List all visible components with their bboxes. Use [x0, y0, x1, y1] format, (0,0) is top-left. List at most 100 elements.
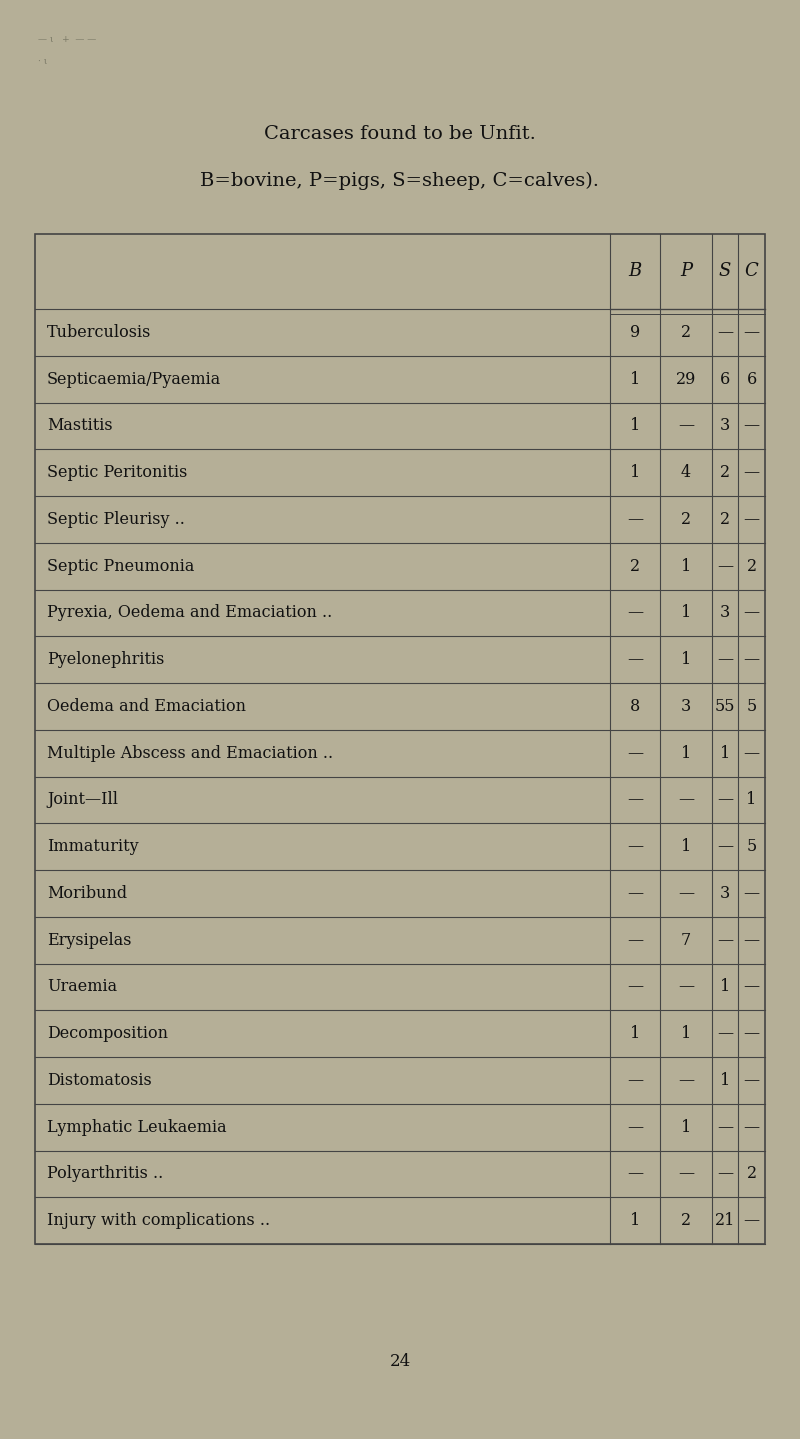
Text: —: —: [743, 744, 759, 761]
Text: 1: 1: [720, 744, 730, 761]
Text: —: —: [743, 511, 759, 528]
Text: —: —: [743, 465, 759, 481]
Text: 1: 1: [746, 791, 757, 809]
Text: Immaturity: Immaturity: [47, 837, 138, 855]
Text: —: —: [717, 558, 733, 574]
Text: Decomposition: Decomposition: [47, 1025, 168, 1042]
Text: —: —: [627, 885, 643, 902]
Text: —: —: [717, 931, 733, 948]
Text: —: —: [627, 604, 643, 622]
Text: —: —: [627, 1118, 643, 1135]
Text: 1: 1: [720, 979, 730, 996]
Text: Pyrexia, Oedema and Emaciation ..: Pyrexia, Oedema and Emaciation ..: [47, 604, 332, 622]
Text: —: —: [678, 791, 694, 809]
Text: —: —: [717, 1118, 733, 1135]
Text: —: —: [717, 837, 733, 855]
Text: 1: 1: [720, 1072, 730, 1089]
Text: 4: 4: [681, 465, 691, 481]
Text: —: —: [627, 837, 643, 855]
Text: —: —: [743, 324, 759, 341]
Text: —: —: [717, 1166, 733, 1183]
Text: 55: 55: [714, 698, 735, 715]
Text: 5: 5: [746, 698, 757, 715]
Text: 1: 1: [681, 604, 691, 622]
Text: 1: 1: [630, 465, 640, 481]
Text: —: —: [743, 931, 759, 948]
Text: B: B: [628, 262, 642, 281]
Text: 3: 3: [720, 417, 730, 435]
Text: 24: 24: [390, 1353, 410, 1370]
Text: —: —: [743, 885, 759, 902]
Text: Oedema and Emaciation: Oedema and Emaciation: [47, 698, 246, 715]
Text: Erysipelas: Erysipelas: [47, 931, 131, 948]
Text: —: —: [627, 1072, 643, 1089]
Text: 3: 3: [720, 885, 730, 902]
Text: —: —: [743, 604, 759, 622]
Text: 2: 2: [630, 558, 640, 574]
Text: Pyelonephritis: Pyelonephritis: [47, 650, 164, 668]
Text: 2: 2: [720, 465, 730, 481]
Text: 1: 1: [630, 417, 640, 435]
Text: —: —: [678, 417, 694, 435]
Text: Distomatosis: Distomatosis: [47, 1072, 152, 1089]
Text: — ι   +  — —: — ι + — —: [38, 35, 96, 43]
Text: —: —: [743, 1072, 759, 1089]
Text: 1: 1: [681, 650, 691, 668]
Text: 2: 2: [681, 1212, 691, 1229]
Text: Septic Pleurisy ..: Septic Pleurisy ..: [47, 511, 185, 528]
Text: —: —: [627, 650, 643, 668]
Text: 1: 1: [630, 371, 640, 387]
Text: 2: 2: [746, 1166, 757, 1183]
Text: 29: 29: [676, 371, 696, 387]
Text: 1: 1: [630, 1212, 640, 1229]
Text: 2: 2: [681, 511, 691, 528]
Text: 1: 1: [681, 1118, 691, 1135]
Text: —: —: [717, 1025, 733, 1042]
Text: 3: 3: [681, 698, 691, 715]
Text: Septic Peritonitis: Septic Peritonitis: [47, 465, 187, 481]
Text: —: —: [627, 931, 643, 948]
Text: 7: 7: [681, 931, 691, 948]
Text: 3: 3: [720, 604, 730, 622]
Text: 1: 1: [681, 744, 691, 761]
Text: —: —: [743, 417, 759, 435]
Bar: [35, 235, 765, 1243]
Text: · ι: · ι: [38, 56, 47, 66]
Text: 8: 8: [630, 698, 640, 715]
Text: —: —: [743, 1212, 759, 1229]
Text: S: S: [719, 262, 731, 281]
Text: Carcases found to be Unfit.: Carcases found to be Unfit.: [264, 125, 536, 142]
Text: —: —: [743, 650, 759, 668]
Text: 1: 1: [681, 558, 691, 574]
Text: —: —: [743, 1118, 759, 1135]
Text: —: —: [627, 979, 643, 996]
Text: Joint—Ill: Joint—Ill: [47, 791, 118, 809]
Text: Tuberculosis: Tuberculosis: [47, 324, 151, 341]
Text: 6: 6: [746, 371, 757, 387]
Text: Septic Pneumonia: Septic Pneumonia: [47, 558, 194, 574]
Text: —: —: [678, 979, 694, 996]
Text: B=bovine, P=pigs, S=sheep, C=calves).: B=bovine, P=pigs, S=sheep, C=calves).: [201, 171, 599, 190]
Text: —: —: [627, 744, 643, 761]
Text: C: C: [745, 262, 758, 281]
Text: 2: 2: [720, 511, 730, 528]
Text: Multiple Abscess and Emaciation ..: Multiple Abscess and Emaciation ..: [47, 744, 333, 761]
Text: 2: 2: [746, 558, 757, 574]
Text: Lymphatic Leukaemia: Lymphatic Leukaemia: [47, 1118, 226, 1135]
Text: —: —: [743, 979, 759, 996]
Text: 1: 1: [681, 1025, 691, 1042]
Text: —: —: [678, 1166, 694, 1183]
Text: —: —: [627, 511, 643, 528]
Text: Uraemia: Uraemia: [47, 979, 117, 996]
Text: Moribund: Moribund: [47, 885, 127, 902]
Text: —: —: [627, 791, 643, 809]
Text: 1: 1: [681, 837, 691, 855]
Text: —: —: [678, 885, 694, 902]
Text: Mastitis: Mastitis: [47, 417, 113, 435]
Text: Polyarthritis ..: Polyarthritis ..: [47, 1166, 163, 1183]
Text: 9: 9: [630, 324, 640, 341]
Text: 21: 21: [715, 1212, 735, 1229]
Text: Septicaemia/Pyaemia: Septicaemia/Pyaemia: [47, 371, 222, 387]
Text: —: —: [717, 791, 733, 809]
Text: —: —: [717, 650, 733, 668]
